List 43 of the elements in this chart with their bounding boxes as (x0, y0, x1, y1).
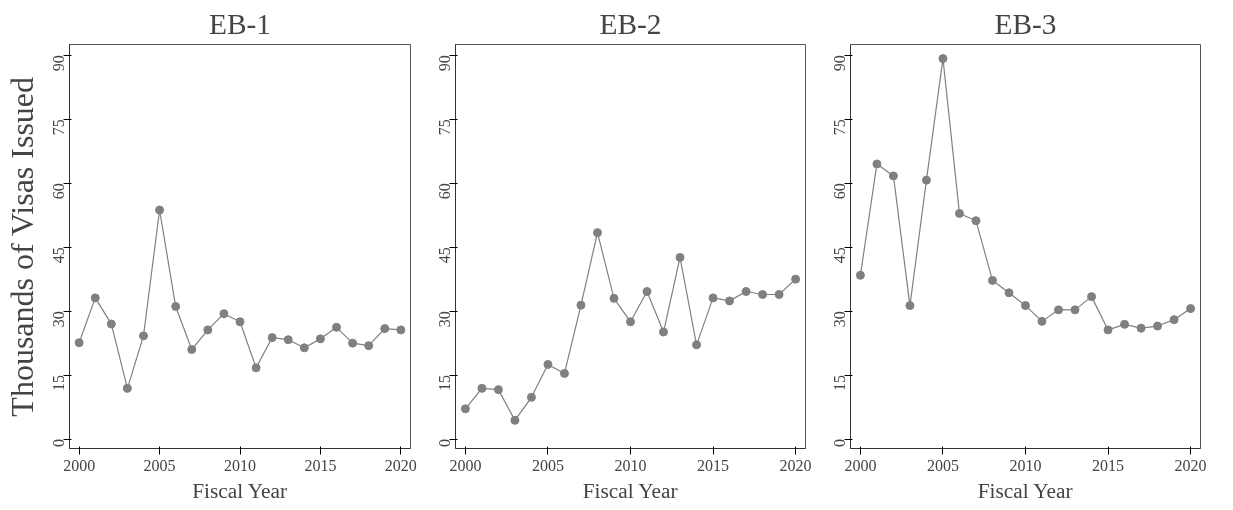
x-tick-label: 2010 (224, 456, 256, 474)
x-tick-label: 2015 (697, 456, 730, 474)
y-tick-label: 0 (50, 439, 67, 448)
y-tick-label: 45 (831, 247, 848, 264)
y-tick-label: 60 (436, 183, 453, 200)
x-tick-label: 2015 (304, 456, 337, 474)
chart-title: EB-2 (599, 7, 662, 40)
y-tick-label: 60 (50, 183, 67, 200)
y-tick-label: 15 (50, 375, 67, 392)
y-tick-label: 15 (436, 375, 453, 392)
chart-title: EB-1 (209, 7, 271, 40)
y-axis-title: Thousands of Visas Issued (3, 76, 40, 417)
y-tick-label: 30 (831, 311, 848, 328)
y-tick-label: 0 (436, 439, 453, 448)
x-tick-label: 2005 (531, 456, 564, 474)
y-tick-label: 0 (831, 439, 848, 448)
x-tick-label: 2020 (384, 456, 417, 474)
x-tick-label: 2000 (63, 456, 96, 474)
x-tick-label: 2010 (1009, 456, 1042, 474)
y-tick-label: 90 (50, 55, 67, 72)
y-tick-label: 45 (50, 247, 67, 264)
x-axis-title: Fiscal Year (582, 478, 678, 503)
x-axis-title: Fiscal Year (977, 478, 1073, 503)
x-tick-label: 2000 (844, 456, 877, 474)
y-tick-label: 60 (831, 183, 848, 200)
y-tick-label: 75 (436, 119, 453, 136)
y-tick-label: 30 (436, 311, 453, 328)
y-tick-label: 90 (436, 55, 453, 72)
x-tick-label: 2020 (779, 456, 812, 474)
x-tick-label: 2015 (1092, 456, 1125, 474)
y-tick-label: 90 (831, 55, 848, 72)
y-tick-label: 30 (50, 311, 67, 328)
x-tick-label: 2020 (1174, 456, 1207, 474)
y-tick-label: 15 (831, 375, 848, 392)
y-tick-label: 75 (831, 119, 848, 136)
x-tick-label: 2005 (926, 456, 959, 474)
x-tick-label: 2005 (143, 456, 176, 474)
y-tick-label: 45 (436, 247, 453, 264)
x-tick-label: 2010 (614, 456, 647, 474)
y-tick-label: 75 (50, 119, 67, 136)
chart-title: EB-3 (994, 7, 1057, 40)
x-tick-label: 2000 (449, 456, 482, 474)
x-axis-title: Fiscal Year (192, 478, 288, 503)
